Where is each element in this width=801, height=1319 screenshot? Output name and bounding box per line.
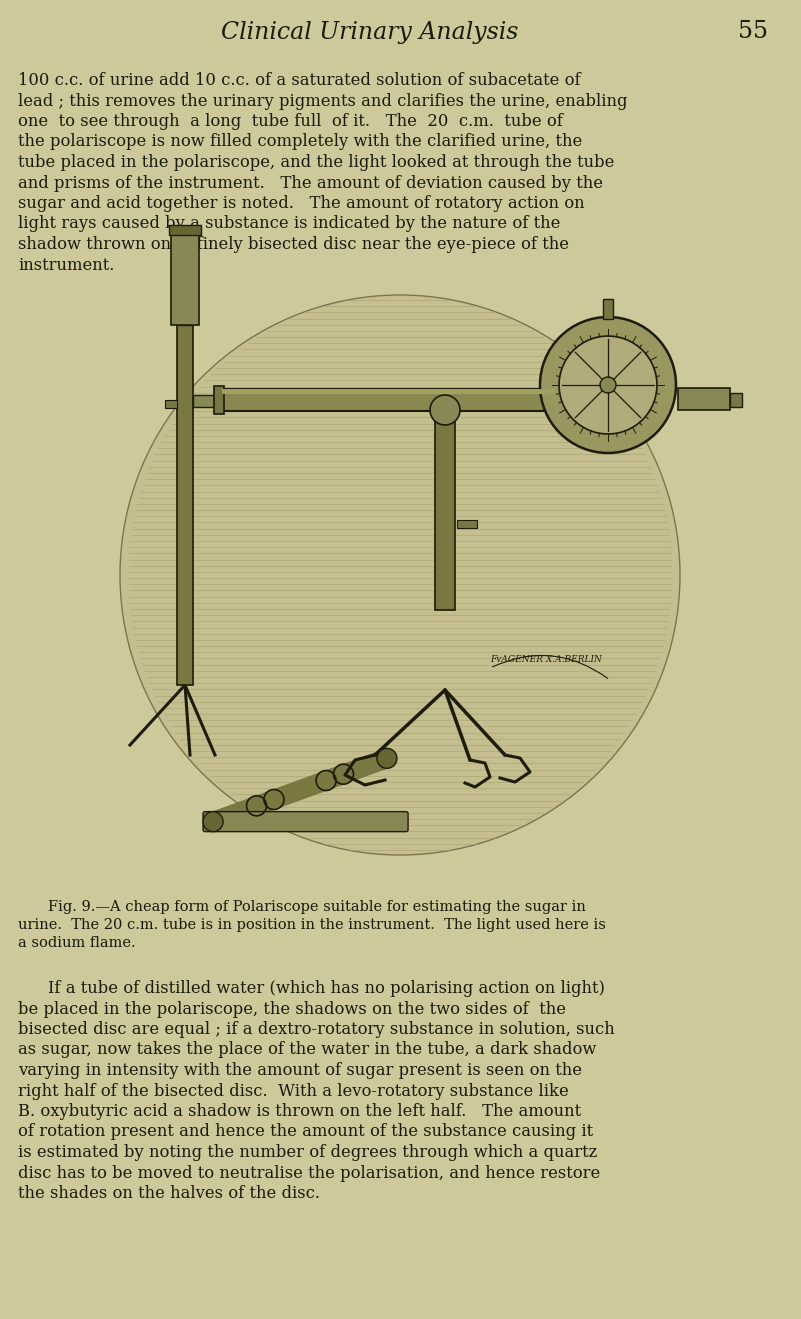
Text: If a tube of distilled water (which has no polarising action on light): If a tube of distilled water (which has … [48,980,605,997]
Bar [222,389,555,412]
Text: 55: 55 [738,21,768,44]
Text: the shades on the halves of the disc.: the shades on the halves of the disc. [18,1184,320,1202]
Bar [435,410,455,609]
Bar [169,226,201,235]
FancyBboxPatch shape [203,811,408,832]
Bar [165,400,177,408]
Bar [603,299,613,319]
Text: is estimated by noting the number of degrees through which a quartz: is estimated by noting the number of deg… [18,1144,598,1161]
Text: shadow thrown on  a finely bisected disc near the eye-piece of the: shadow thrown on a finely bisected disc … [18,236,569,253]
Circle shape [203,811,223,832]
Bar [730,393,742,408]
Text: urine.  The 20 c.m. tube is in position in the instrument.  The light used here : urine. The 20 c.m. tube is in position i… [18,918,606,933]
Bar [214,386,224,414]
Circle shape [377,748,397,769]
Text: the polariscope is now filled completely with the clarified urine, the: the polariscope is now filled completely… [18,133,582,150]
Ellipse shape [120,295,680,855]
Circle shape [540,317,676,452]
Bar [457,520,477,528]
Bar [193,394,248,408]
Text: bisected disc are equal ; if a dextro-rotatory substance in solution, such: bisected disc are equal ; if a dextro-ro… [18,1021,614,1038]
Text: sugar and acid together is noted.   The amount of rotatory action on: sugar and acid together is noted. The am… [18,195,585,212]
Text: instrument.: instrument. [18,256,115,273]
Text: light rays caused by a substance is indicated by the nature of the: light rays caused by a substance is indi… [18,215,561,232]
Text: varying in intensity with the amount of sugar present is seen on the: varying in intensity with the amount of … [18,1062,582,1079]
Bar [171,230,199,324]
Bar [678,388,730,410]
Circle shape [600,377,616,393]
Bar [179,299,191,324]
Text: 100 c.c. of urine add 10 c.c. of a saturated solution of subacetate of: 100 c.c. of urine add 10 c.c. of a satur… [18,73,581,88]
Text: and prisms of the instrument.   The amount of deviation caused by the: and prisms of the instrument. The amount… [18,174,603,191]
Circle shape [559,336,657,434]
Text: FᴠAGENER X.A.BERLIN: FᴠAGENER X.A.BERLIN [490,656,602,663]
Text: right half of the bisected disc.  With a levo-rotatory substance like: right half of the bisected disc. With a … [18,1083,569,1100]
Text: a sodium flame.: a sodium flame. [18,936,135,950]
Bar [222,389,555,394]
Circle shape [430,394,460,425]
Text: B. oxybutyric acid a shadow is thrown on the left half.   The amount: B. oxybutyric acid a shadow is thrown on… [18,1103,581,1120]
Text: Clinical Urinary Analysis: Clinical Urinary Analysis [221,21,519,44]
Text: Fig. 9.—A cheap form of Polariscope suitable for estimating the sugar in: Fig. 9.—A cheap form of Polariscope suit… [48,900,586,914]
Bar [553,386,563,414]
Text: be placed in the polariscope, the shadows on the two sides of  the: be placed in the polariscope, the shadow… [18,1001,566,1017]
Text: lead ; this removes the urinary pigments and clarifies the urine, enabling: lead ; this removes the urinary pigments… [18,92,627,109]
Text: tube placed in the polariscope, and the light looked at through the tube: tube placed in the polariscope, and the … [18,154,614,171]
Text: disc has to be moved to neutralise the polarisation, and hence restore: disc has to be moved to neutralise the p… [18,1165,600,1182]
Text: of rotation present and hence the amount of the substance causing it: of rotation present and hence the amount… [18,1124,593,1141]
Text: one  to see through  a long  tube full  of it.   The  20  c.m.  tube of: one to see through a long tube full of i… [18,113,563,131]
Bar [177,310,193,685]
Text: as sugar, now takes the place of the water in the tube, a dark shadow: as sugar, now takes the place of the wat… [18,1042,597,1059]
